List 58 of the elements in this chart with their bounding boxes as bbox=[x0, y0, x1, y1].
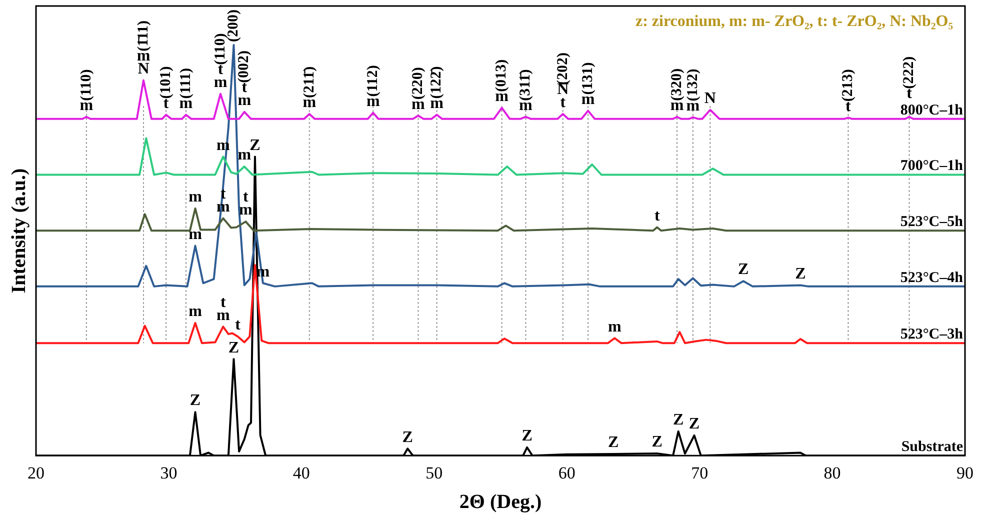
annotation: (202) bbox=[554, 52, 571, 85]
annotation: t bbox=[235, 316, 242, 334]
annotation: Z bbox=[522, 428, 532, 445]
x-tick-label: 80 bbox=[824, 463, 841, 482]
x-tick-label: 50 bbox=[426, 463, 443, 482]
annotation: N bbox=[704, 90, 716, 108]
annotation: (311̄) bbox=[518, 69, 534, 101]
series-label: 523°C–5h bbox=[900, 214, 964, 230]
series-label: 700°C–1h bbox=[900, 158, 964, 174]
x-tick-label: 40 bbox=[292, 463, 310, 482]
annotation: m bbox=[214, 74, 228, 92]
annotation: (131) bbox=[580, 62, 596, 95]
series-label: 800°C–1h bbox=[900, 102, 964, 118]
annotation: (1̄11) bbox=[135, 20, 152, 52]
series-label: 523°C–4h bbox=[900, 270, 964, 286]
annotation: Z bbox=[738, 261, 749, 278]
x-tick-label: 30 bbox=[160, 463, 178, 482]
annotation: Z bbox=[402, 428, 413, 446]
annotation: N bbox=[138, 60, 150, 78]
annotation: (013) bbox=[494, 59, 510, 92]
annotation: (110) bbox=[78, 69, 94, 101]
x-tick-label: 90 bbox=[956, 463, 974, 482]
annotation: (200) bbox=[226, 10, 242, 42]
annotation: Z bbox=[652, 434, 662, 451]
annotation: (320) bbox=[668, 68, 685, 101]
annotation: Z bbox=[688, 416, 700, 433]
text: z: zirconium, m: m- ZrO₂, t: t- ZrO₂, N: Nb₂O₅ bbox=[636, 13, 954, 30]
annotation: m bbox=[608, 318, 622, 336]
series-label: Substrate bbox=[901, 438, 964, 455]
x-axis-title: 2Θ (Deg.) bbox=[459, 491, 542, 514]
annotation: (122̄) bbox=[428, 66, 445, 99]
x-tick-label: 60 bbox=[558, 463, 576, 482]
annotation: t bbox=[560, 94, 566, 112]
y-axis-title: Intensity (a.u.) bbox=[8, 168, 30, 294]
annotation: (002) bbox=[236, 50, 252, 83]
annotation: m bbox=[188, 188, 203, 206]
annotation: Z bbox=[190, 392, 201, 410]
annotation: Z bbox=[228, 339, 240, 356]
annotation: m bbox=[188, 226, 203, 243]
annotation: (211̄) bbox=[301, 66, 318, 98]
annotation: (112) bbox=[364, 65, 381, 97]
annotation: (110) bbox=[212, 33, 228, 65]
annotation: (111) bbox=[178, 68, 194, 99]
annotation: t bbox=[243, 188, 250, 206]
annotation: (222) bbox=[901, 56, 918, 89]
annotation: m bbox=[238, 92, 252, 110]
annotation: (220) bbox=[410, 67, 426, 100]
x-tick-label: 70 bbox=[691, 463, 708, 482]
x-tick-label: 20 bbox=[28, 463, 44, 482]
annotation: m bbox=[188, 303, 203, 320]
annotation: Z bbox=[608, 434, 619, 452]
annotation: (132) bbox=[684, 68, 701, 102]
annotation: Z bbox=[250, 136, 260, 154]
series-label: 523°C–3h bbox=[900, 326, 964, 342]
annotation: Z bbox=[795, 265, 806, 282]
annotation: t bbox=[654, 207, 660, 224]
annotation: (213) bbox=[840, 69, 856, 102]
annotation: Z bbox=[673, 412, 684, 429]
